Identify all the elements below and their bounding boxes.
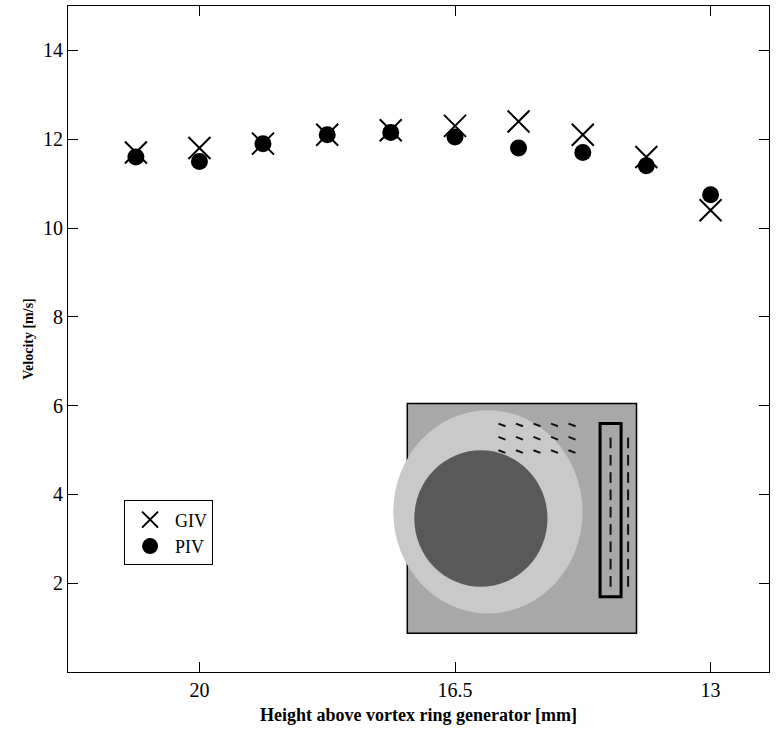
svg-text:14: 14 xyxy=(43,39,63,61)
svg-text:2: 2 xyxy=(53,572,63,594)
svg-text:4: 4 xyxy=(53,483,63,505)
svg-text:16.5: 16.5 xyxy=(438,679,473,701)
svg-text:PIV: PIV xyxy=(175,537,204,557)
svg-text:10: 10 xyxy=(43,217,63,239)
svg-text:13: 13 xyxy=(701,679,721,701)
svg-text:Velocity [m/s]: Velocity [m/s] xyxy=(21,298,36,380)
svg-text:8: 8 xyxy=(53,306,63,328)
svg-text:GIV: GIV xyxy=(175,511,207,531)
svg-text:20: 20 xyxy=(189,679,209,701)
svg-text:6: 6 xyxy=(53,395,63,417)
svg-text:Height above vortex ring gener: Height above vortex ring generator [mm] xyxy=(260,705,577,725)
svg-text:12: 12 xyxy=(43,128,63,150)
